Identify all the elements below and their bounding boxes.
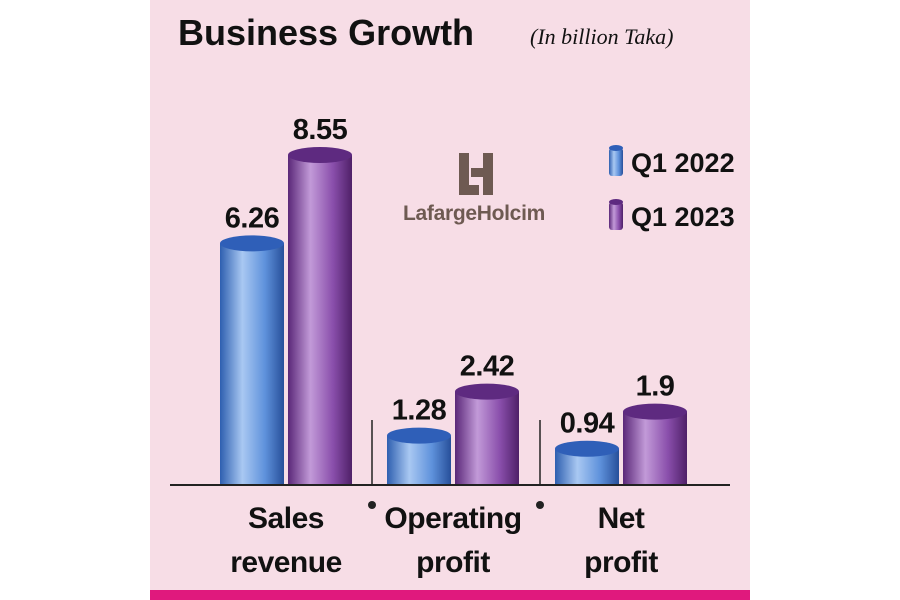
bar-operating-profit-q1-2022: [387, 427, 451, 485]
category-label-net-profit-line-1: Net: [598, 502, 645, 535]
bar-sales-revenue-q1-2022: [220, 235, 284, 485]
bar-body: [623, 411, 687, 485]
value-label-operating-profit-q1-2023: 2.42: [460, 351, 514, 383]
legend-item-q1-2023: Q1 2023: [609, 199, 735, 232]
bar-top-cap: [387, 427, 451, 444]
category-label-operating-profit-line-2: profit: [416, 546, 490, 579]
bar-net-profit-q1-2022: [555, 440, 619, 485]
chart-subtitle: (In billion Taka): [530, 24, 674, 49]
bar-chart: 6.26 8.55 1.28 2.42 0.94 1.9 Sales revenue Oper…: [170, 114, 735, 579]
legend-swatch-q1-2022: [609, 148, 623, 176]
bar-body: [455, 391, 519, 485]
legend-swatch-q1-2023: [609, 202, 623, 230]
bar-top-cap: [555, 440, 619, 457]
logo-mark-left: [459, 153, 469, 195]
value-labels-group: 6.26 8.55 1.28 2.42 0.94 1.9: [225, 114, 675, 440]
bar-top-cap: [623, 403, 687, 420]
bar-operating-profit-q1-2023: [455, 383, 519, 485]
chart-panel: Business Growth (In billion Taka) 6.26 8.…: [150, 0, 750, 600]
bar-sales-revenue-q1-2023: [288, 146, 352, 485]
value-label-net-profit-q1-2022: 0.94: [560, 408, 615, 440]
lafargeholcim-logo: LafargeHolcim: [403, 153, 545, 225]
logo-text: LafargeHolcim: [403, 202, 545, 225]
category-label-sales-revenue-line-2: revenue: [230, 546, 342, 579]
separator-dot-1: [368, 501, 376, 509]
logo-mark-cross: [471, 168, 493, 177]
value-label-sales-revenue-q1-2023: 8.55: [293, 114, 348, 146]
bar-body: [288, 154, 352, 485]
bar-body: [387, 435, 451, 485]
bar-top-cap: [288, 146, 352, 163]
separator-dot-2: [536, 501, 544, 509]
category-label-operating-profit-line-1: Operating: [384, 502, 521, 535]
legend-swatch-cap: [609, 199, 623, 205]
bottom-accent-bar: [150, 590, 750, 600]
bar-top-cap: [455, 383, 519, 400]
value-label-sales-revenue-q1-2022: 6.26: [225, 202, 280, 234]
bar-body: [220, 243, 284, 485]
bar-net-profit-q1-2023: [623, 403, 687, 485]
logo-mark-bottom: [459, 185, 479, 195]
bar-top-cap: [220, 235, 284, 252]
legend: Q1 2022 Q1 2023: [609, 145, 735, 232]
category-label-sales-revenue-line-1: Sales: [248, 502, 324, 535]
legend-item-q1-2022: Q1 2022: [609, 145, 735, 178]
chart-title: Business Growth: [178, 12, 475, 53]
category-labels-group: Sales revenue Operating profit Net profit: [230, 502, 659, 579]
bar-body: [555, 448, 619, 485]
legend-label-q1-2023: Q1 2023: [631, 202, 735, 232]
value-label-operating-profit-q1-2022: 1.28: [392, 395, 447, 427]
legend-label-q1-2022: Q1 2022: [631, 148, 735, 178]
value-label-net-profit-q1-2023: 1.9: [636, 371, 675, 403]
bars-group: [220, 146, 687, 485]
category-label-net-profit-line-2: profit: [584, 546, 658, 579]
legend-swatch-cap: [609, 145, 623, 151]
